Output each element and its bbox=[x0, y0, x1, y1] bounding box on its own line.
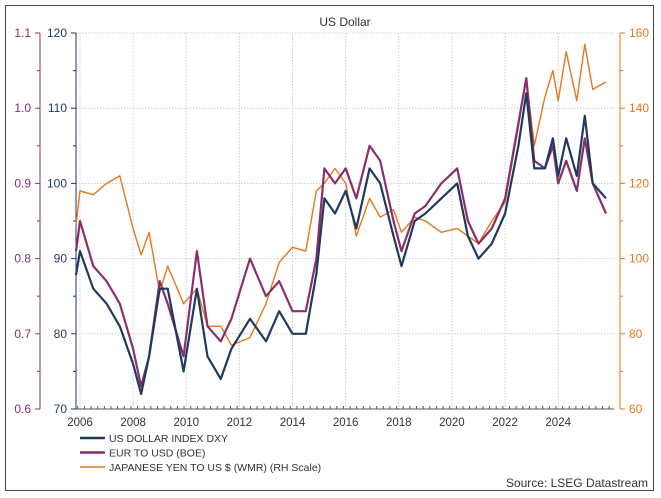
legend-label: EUR TO USD (BOE) bbox=[109, 448, 205, 460]
x-tick-label: 2006 bbox=[67, 417, 93, 429]
x-tick-label: 2014 bbox=[280, 417, 306, 429]
left_outer-tick-label: 0.6 bbox=[14, 402, 31, 416]
x-tick-label: 2010 bbox=[173, 417, 199, 429]
left_inner-tick-label: 100 bbox=[47, 176, 67, 190]
x-tick-label: 2024 bbox=[545, 417, 571, 429]
x-tick-label: 2008 bbox=[120, 417, 146, 429]
right-tick-label: 80 bbox=[629, 327, 643, 341]
left_outer-tick-label: 1.0 bbox=[14, 101, 31, 115]
grid bbox=[76, 32, 614, 409]
left_inner-tick-label: 120 bbox=[47, 26, 67, 40]
x-tick-label: 2018 bbox=[386, 417, 412, 429]
left_inner-tick-label: 70 bbox=[54, 402, 68, 416]
left_outer-tick-label: 0.7 bbox=[14, 327, 31, 341]
series-lines bbox=[74, 43, 608, 396]
right-tick-label: 60 bbox=[629, 402, 643, 416]
right-tick-label: 100 bbox=[629, 252, 649, 266]
x-tick-label: 2022 bbox=[492, 417, 518, 429]
series-line-1 bbox=[74, 76, 608, 388]
left_outer-tick-label: 1.1 bbox=[14, 26, 31, 40]
chart-frame bbox=[5, 5, 654, 491]
legend-label: US DOLLAR INDEX DXY bbox=[109, 433, 228, 445]
left_inner-tick-label: 90 bbox=[54, 252, 68, 266]
left_inner-tick-label: 110 bbox=[48, 101, 67, 115]
right-tick-label: 160 bbox=[629, 26, 649, 40]
right-tick-label: 140 bbox=[629, 101, 649, 115]
left_outer-tick-label: 0.8 bbox=[14, 252, 31, 266]
right-tick-label: 120 bbox=[629, 176, 649, 190]
left_outer-tick-label: 0.9 bbox=[14, 176, 31, 190]
legend: US DOLLAR INDEX DXY EUR TO USD (BOE) JAPAN… bbox=[80, 433, 321, 474]
x-tick-label: 2016 bbox=[333, 417, 359, 429]
left_inner-tick-label: 80 bbox=[54, 327, 68, 341]
series-line-0 bbox=[74, 92, 607, 396]
chart-title: US Dollar bbox=[319, 15, 370, 29]
x-tick-label: 2020 bbox=[439, 417, 465, 429]
x-tick-label: 2012 bbox=[227, 417, 253, 429]
legend-label: JAPANESE YEN TO US $ (WMR) (RH Scale) bbox=[109, 462, 321, 474]
axes: 2006 2008 2010 2012 2014 2016 2018 2020 2022 2024… bbox=[14, 26, 649, 429]
source-note: Source: LSEG Datastream bbox=[506, 476, 648, 490]
